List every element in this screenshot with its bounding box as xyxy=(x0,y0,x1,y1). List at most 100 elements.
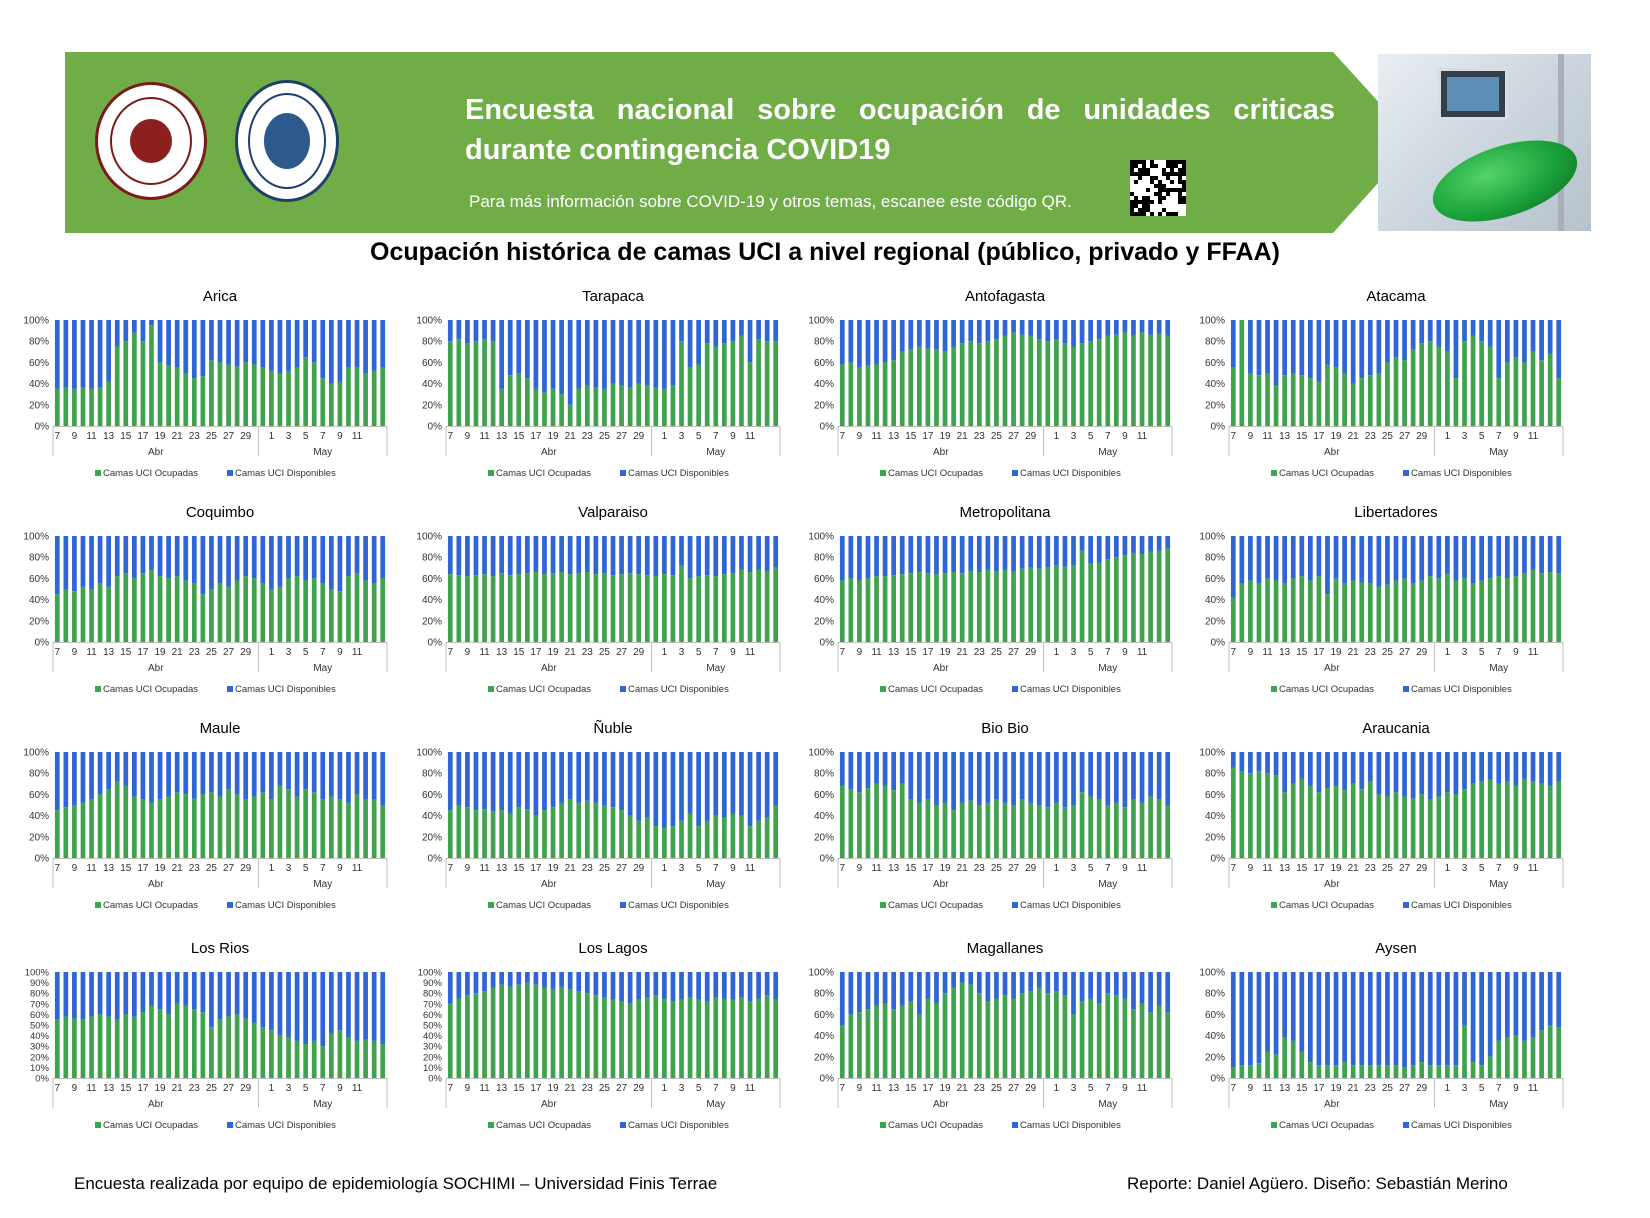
bar-available xyxy=(721,752,727,818)
bar-occupied xyxy=(1556,781,1562,858)
bar-available xyxy=(1393,752,1399,793)
bar-available xyxy=(679,972,684,1000)
bar-available xyxy=(1376,752,1382,795)
bar-occupied xyxy=(865,788,871,858)
bar-available xyxy=(721,536,727,575)
bar-available xyxy=(1556,320,1562,379)
bar-occupied xyxy=(1139,1003,1145,1078)
y-tick-label: 80% xyxy=(29,553,49,564)
y-tick-label: 20% xyxy=(422,832,442,843)
x-tick-label: 9 xyxy=(730,647,736,658)
bar-occupied xyxy=(72,388,77,426)
bar-occupied xyxy=(234,366,240,426)
bar-available xyxy=(1350,752,1356,784)
x-tick-label: 25 xyxy=(599,647,611,658)
bar-occupied xyxy=(465,343,470,426)
y-tick-label: 60% xyxy=(1205,1010,1225,1021)
bar-available xyxy=(1239,972,1245,1066)
bar-occupied xyxy=(1333,1065,1339,1078)
bar-available xyxy=(627,320,633,388)
bar-available xyxy=(200,320,206,377)
x-tick-label: 27 xyxy=(1008,647,1020,658)
bar-available xyxy=(1088,752,1093,797)
bar-available xyxy=(1088,972,1093,999)
x-tick-label: 5 xyxy=(1088,647,1094,658)
bar-occupied xyxy=(857,1012,862,1078)
month-label: Abr xyxy=(1324,663,1340,674)
bar-available xyxy=(670,752,676,827)
y-tick-label: 80% xyxy=(814,553,834,564)
bar-occupied xyxy=(114,1019,120,1078)
bar-available xyxy=(1045,536,1051,568)
bar-occupied xyxy=(1054,565,1059,642)
bar-available xyxy=(490,972,496,988)
chart-title: Araucania xyxy=(1362,720,1430,737)
bar-occupied xyxy=(1019,799,1025,858)
bar-available xyxy=(1265,536,1270,579)
bar-occupied xyxy=(951,987,956,1078)
banner-background xyxy=(65,52,1415,233)
legend-swatch-occupied xyxy=(1271,902,1277,908)
bar-occupied xyxy=(286,370,291,426)
bar-occupied xyxy=(1496,378,1502,426)
x-tick-label: 21 xyxy=(957,1083,969,1094)
bar-occupied xyxy=(959,802,965,858)
bar-available xyxy=(1530,536,1536,570)
x-tick-label: 7 xyxy=(713,863,719,874)
y-tick-label: 0% xyxy=(820,1074,835,1085)
bar-available xyxy=(525,972,530,983)
qr-code-icon[interactable] xyxy=(1130,160,1186,216)
bar-available xyxy=(1539,536,1544,574)
bar-occupied xyxy=(1079,792,1085,858)
bar-available xyxy=(917,752,922,803)
page-title: Ocupación histórica de camas UCI a nivel… xyxy=(370,238,1280,266)
bar-available xyxy=(747,752,753,827)
x-tick-label: 29 xyxy=(240,863,252,874)
x-tick-label: 5 xyxy=(303,1083,309,1094)
bar-occupied xyxy=(1256,375,1262,426)
bar-available xyxy=(848,972,854,1015)
bar-available xyxy=(542,320,547,393)
bar-occupied xyxy=(473,810,479,858)
bar-occupied xyxy=(525,378,530,426)
legend-swatch-available xyxy=(1012,686,1018,692)
chart-araucania: Araucania 0% 20% 40% 60% 80% 100% 7 9 11 13 15 17 19 2… xyxy=(1186,718,1571,918)
x-tick-label: 11 xyxy=(479,647,490,658)
bar-occupied xyxy=(934,1003,939,1078)
bar-occupied xyxy=(525,809,530,858)
bar-occupied xyxy=(106,381,112,426)
bar-occupied xyxy=(899,783,905,858)
bar-available xyxy=(891,972,897,1010)
bar-available xyxy=(704,320,710,344)
x-tick-label: 27 xyxy=(223,647,235,658)
bar-available xyxy=(363,972,368,1040)
bar-available xyxy=(371,320,377,371)
bar-occupied xyxy=(687,367,693,426)
bar-occupied xyxy=(320,378,326,426)
bar-available xyxy=(1453,536,1459,581)
x-tick-label: 29 xyxy=(1416,431,1428,442)
bar-occupied xyxy=(200,794,206,858)
x-tick-label: 29 xyxy=(1025,863,1037,874)
bar-available xyxy=(114,536,120,577)
x-tick-label: 7 xyxy=(1231,431,1237,442)
bar-occupied xyxy=(243,1018,249,1078)
bar-occupied xyxy=(739,815,744,858)
bar-occupied xyxy=(696,364,701,426)
x-tick-label: 23 xyxy=(582,647,594,658)
bar-occupied xyxy=(968,341,974,426)
y-tick-label: 0% xyxy=(35,638,50,649)
chart-los-lagos: Los Lagos 0% 10% 20% 30% 40% 50% 60% 70% 80% 90% 10… xyxy=(403,938,788,1138)
bar-occupied xyxy=(286,1037,291,1078)
bar-available xyxy=(1419,972,1425,1063)
bar-occupied xyxy=(713,346,719,426)
bar-available xyxy=(183,536,189,581)
x-tick-label: 29 xyxy=(1025,431,1037,442)
bar-available xyxy=(542,972,547,988)
bar-occupied xyxy=(1265,773,1270,858)
bar-available xyxy=(516,752,522,808)
bar-available xyxy=(584,972,590,994)
x-tick-label: 7 xyxy=(320,863,326,874)
bar-available xyxy=(354,536,360,574)
legend-label: Camas UCI Ocupadas xyxy=(496,684,591,695)
